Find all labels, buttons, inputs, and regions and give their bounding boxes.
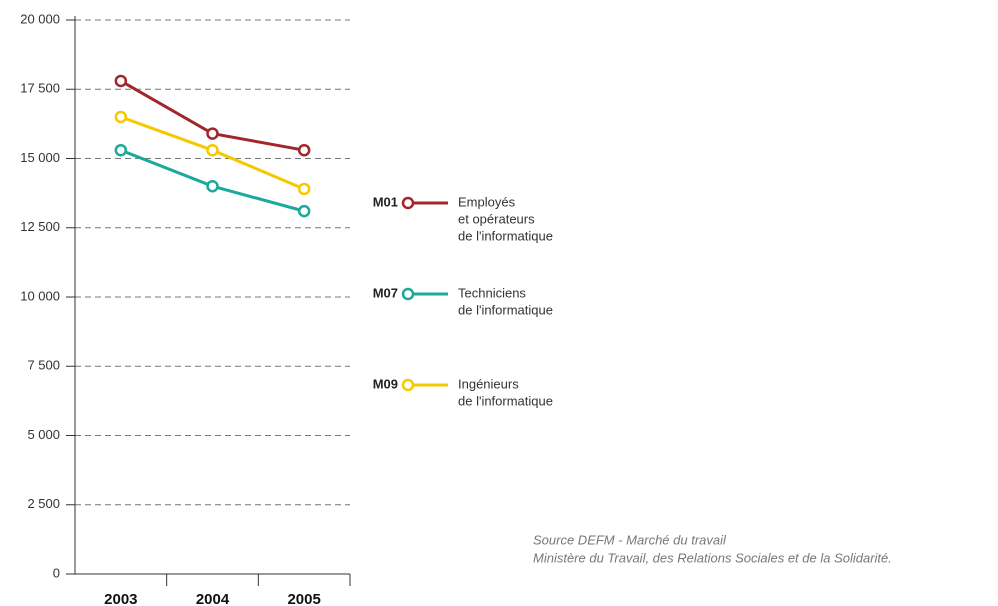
legend-label: de l'informatique bbox=[458, 393, 553, 408]
point bbox=[206, 127, 219, 140]
legend-label: Techniciens bbox=[458, 285, 526, 300]
legend-code: M01 bbox=[373, 194, 398, 209]
y-tick-label: 10 000 bbox=[20, 288, 60, 303]
legend-label: Employés bbox=[458, 194, 516, 209]
point bbox=[206, 179, 219, 193]
x-tick-label: 2003 bbox=[104, 591, 137, 606]
legend-marker bbox=[401, 378, 415, 392]
y-tick-label: 5 000 bbox=[27, 427, 60, 442]
legend-label: de l'informatique bbox=[458, 302, 553, 317]
y-tick-label: 20 000 bbox=[20, 11, 60, 26]
legend-marker bbox=[401, 287, 415, 301]
point bbox=[114, 74, 128, 88]
legend-label: Ingénieurs bbox=[458, 376, 519, 391]
point bbox=[297, 143, 311, 157]
point bbox=[297, 204, 311, 218]
y-tick-label: 7 500 bbox=[27, 358, 60, 373]
y-tick-label: 2 500 bbox=[27, 496, 60, 511]
y-tick-label: 15 000 bbox=[20, 150, 60, 165]
point bbox=[297, 182, 311, 196]
point bbox=[114, 143, 128, 157]
x-tick-label: 2004 bbox=[196, 591, 230, 606]
legend-label: de l'informatique bbox=[458, 228, 553, 243]
y-tick-label: 0 bbox=[53, 565, 60, 580]
x-tick-label: 2005 bbox=[287, 591, 320, 606]
legend-code: M07 bbox=[373, 285, 398, 300]
legend-code: M09 bbox=[373, 376, 398, 391]
source-note: Ministère du Travail, des Relations Soci… bbox=[533, 550, 892, 565]
y-tick-label: 12 500 bbox=[20, 219, 60, 234]
source-note: Source DEFM - Marché du travail bbox=[533, 532, 727, 547]
point bbox=[206, 143, 219, 157]
point bbox=[114, 110, 128, 124]
legend-label: et opérateurs bbox=[458, 211, 535, 226]
legend-marker bbox=[401, 196, 415, 210]
y-tick-label: 17 500 bbox=[20, 81, 60, 96]
